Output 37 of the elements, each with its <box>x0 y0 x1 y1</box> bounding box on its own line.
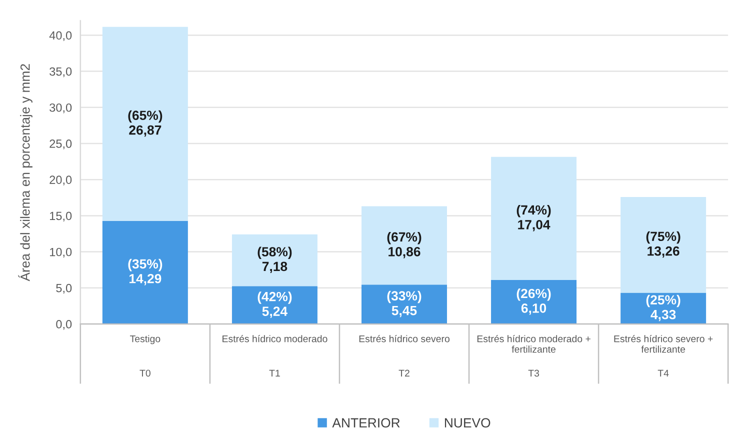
y-tick-label: 40,0 <box>49 31 72 41</box>
data-label: (25%) 4,33 <box>646 294 680 322</box>
data-label: (35%) 14,29 <box>128 258 162 286</box>
y-tick-label: 20,0 <box>50 176 72 186</box>
y-tick-label: 15,0 <box>50 212 72 222</box>
bar <box>102 26 188 221</box>
y-tick-label: 25,0 <box>50 140 72 150</box>
y-axis-title: Área del xilema en porcentaje y mm2 <box>18 64 32 282</box>
data-label: (74%) 17,04 <box>516 204 551 232</box>
data-label: (65%) 26,87 <box>128 110 162 137</box>
bar <box>491 156 577 280</box>
data-label: (58%) 7,18 <box>258 246 292 274</box>
category-label: Estrés hídrico severo T2 <box>359 334 450 377</box>
category-label: Estrés hídrico moderado + fertilizante T3 <box>477 334 590 377</box>
bar <box>361 284 447 324</box>
bar <box>620 197 706 293</box>
bar <box>232 234 318 286</box>
category-label: Testigo T0 <box>130 335 160 377</box>
y-tick-label: 0,0 <box>56 320 72 330</box>
bar <box>620 292 706 324</box>
category-label: Estrés hídrico moderado T1 <box>222 334 328 377</box>
bar <box>361 206 447 285</box>
category-label: Estrés hídrico severo + fertilizante T4 <box>614 334 713 377</box>
data-label: (26%) 6,10 <box>516 288 551 315</box>
y-tick-label: 35,0 <box>50 67 72 78</box>
y-tick-label: 5,0 <box>56 284 72 294</box>
legend-label: ANTERIOR <box>332 418 400 428</box>
legend-label: NUEVO <box>444 418 490 428</box>
data-label: (33%) 5,45 <box>387 290 422 318</box>
data-label: (42%) 5,24 <box>258 292 292 318</box>
y-tick-label: 30,0 <box>50 103 72 114</box>
y-tick-label: 10,0 <box>50 248 72 258</box>
bar <box>491 280 577 324</box>
bar <box>232 286 318 324</box>
data-label: (75%) 13,26 <box>646 231 680 258</box>
bar <box>102 220 188 324</box>
data-label: (67%) 10,86 <box>387 232 422 258</box>
